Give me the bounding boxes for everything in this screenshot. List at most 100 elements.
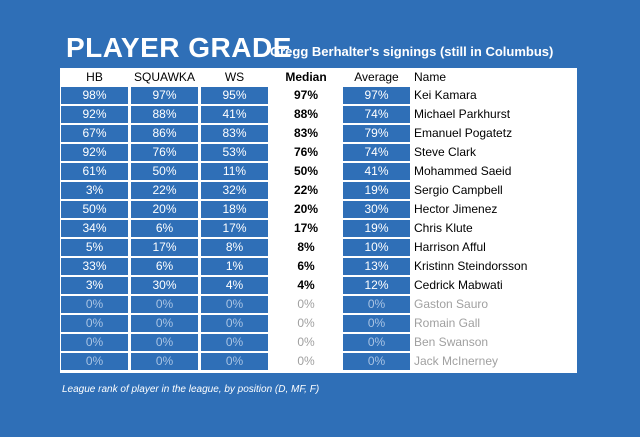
table-row: 50% 20% 18% 20% 30% Hector Jimenez	[60, 200, 577, 219]
squawka-cell: 6%	[131, 220, 198, 237]
player-name: Kei Kamara	[414, 88, 477, 102]
table-row: 34% 6% 17% 17% 19% Chris Klute	[60, 219, 577, 238]
player-name: Michael Parkhurst	[414, 107, 511, 121]
squawka-cell: 30%	[131, 277, 198, 294]
table-row: 0% 0% 0% 0% 0% Romain Gall	[60, 314, 577, 333]
hb-cell: 61%	[61, 163, 128, 180]
squawka-cell: 86%	[131, 125, 198, 142]
player-name: Steve Clark	[414, 145, 477, 159]
ws-cell: 0%	[201, 334, 268, 351]
ws-cell: 83%	[201, 125, 268, 142]
table-row: 98% 97% 95% 97% 97% Kei Kamara	[60, 86, 577, 105]
player-name: Mohammed Saeid	[414, 164, 512, 178]
player-name: Romain Gall	[414, 316, 481, 330]
average-cell: 10%	[343, 239, 410, 256]
hb-cell: 34%	[61, 220, 128, 237]
player-name: Emanuel Pogatetz	[414, 126, 513, 140]
hb-cell: 0%	[61, 334, 128, 351]
player-name: Ben Swanson	[414, 335, 489, 349]
table-row: 67% 86% 83% 83% 79% Emanuel Pogatetz	[60, 124, 577, 143]
average-cell: 79%	[343, 125, 410, 142]
squawka-cell: 20%	[131, 201, 198, 218]
median-cell: 0%	[297, 354, 315, 368]
player-name: Sergio Campbell	[414, 183, 503, 197]
squawka-cell: 6%	[131, 258, 198, 275]
hb-cell: 3%	[61, 277, 128, 294]
column-header-name: Name	[414, 70, 447, 84]
player-name: Jack McInerney	[414, 354, 499, 368]
table-row: 5% 17% 8% 8% 10% Harrison Afful	[60, 238, 577, 257]
column-header-average: Average	[354, 70, 399, 84]
column-header-median: Median	[285, 70, 327, 84]
ws-cell: 0%	[201, 315, 268, 332]
median-cell: 4%	[297, 278, 315, 292]
ws-cell: 17%	[201, 220, 268, 237]
player-grade-table: HB SQUAWKA WS Median Average Name 98% 97%…	[60, 68, 577, 373]
ws-cell: 0%	[201, 353, 268, 370]
ws-cell: 95%	[201, 87, 268, 104]
ws-cell: 4%	[201, 277, 268, 294]
median-cell: 20%	[293, 202, 319, 216]
median-cell: 50%	[293, 164, 319, 178]
average-cell: 74%	[343, 106, 410, 123]
ws-cell: 32%	[201, 182, 268, 199]
average-cell: 41%	[343, 163, 410, 180]
hb-cell: 0%	[61, 296, 128, 313]
table-row: 3% 30% 4% 4% 12% Cedrick Mabwati	[60, 276, 577, 295]
hb-cell: 50%	[61, 201, 128, 218]
hb-cell: 3%	[61, 182, 128, 199]
player-name: Hector Jimenez	[414, 202, 498, 216]
median-cell: 0%	[297, 316, 315, 330]
ws-cell: 1%	[201, 258, 268, 275]
squawka-cell: 0%	[131, 315, 198, 332]
average-cell: 19%	[343, 220, 410, 237]
average-cell: 0%	[343, 353, 410, 370]
column-header-ws: WS	[224, 70, 245, 84]
average-cell: 30%	[343, 201, 410, 218]
table-row: 0% 0% 0% 0% 0% Ben Swanson	[60, 333, 577, 352]
median-cell: 17%	[293, 221, 319, 235]
median-cell: 76%	[293, 145, 319, 159]
footnote: League rank of player in the league, by …	[62, 384, 320, 395]
column-header-squawka: SQUAWKA	[134, 70, 195, 84]
median-cell: 8%	[297, 240, 315, 254]
median-cell: 83%	[293, 126, 319, 140]
column-header-hb: HB	[86, 70, 103, 84]
hb-cell: 0%	[61, 315, 128, 332]
table-row: 92% 76% 53% 76% 74% Steve Clark	[60, 143, 577, 162]
average-cell: 74%	[343, 144, 410, 161]
squawka-cell: 88%	[131, 106, 198, 123]
ws-cell: 18%	[201, 201, 268, 218]
ws-cell: 11%	[201, 163, 268, 180]
squawka-cell: 0%	[131, 334, 198, 351]
squawka-cell: 0%	[131, 296, 198, 313]
hb-cell: 92%	[61, 144, 128, 161]
squawka-cell: 0%	[131, 353, 198, 370]
hb-cell: 67%	[61, 125, 128, 142]
average-cell: 12%	[343, 277, 410, 294]
median-cell: 0%	[297, 335, 315, 349]
page-title: PLAYER GRADE	[66, 32, 292, 63]
table-row: 3% 22% 32% 22% 19% Sergio Campbell	[60, 181, 577, 200]
table-row: 33% 6% 1% 6% 13% Kristinn Steindorsson	[60, 257, 577, 276]
median-cell: 88%	[293, 107, 319, 121]
squawka-cell: 50%	[131, 163, 198, 180]
player-name: Cedrick Mabwati	[414, 278, 503, 292]
table-body: 98% 97% 95% 97% 97% Kei Kamara 92% 88% 41% 88% 74%…	[60, 86, 577, 371]
table-row: 61% 50% 11% 50% 41% Mohammed Saeid	[60, 162, 577, 181]
ws-cell: 41%	[201, 106, 268, 123]
hb-cell: 92%	[61, 106, 128, 123]
hb-cell: 5%	[61, 239, 128, 256]
median-cell: 97%	[293, 88, 319, 102]
average-cell: 13%	[343, 258, 410, 275]
average-cell: 0%	[343, 296, 410, 313]
player-name: Harrison Afful	[414, 240, 486, 254]
average-cell: 0%	[343, 315, 410, 332]
hb-cell: 98%	[61, 87, 128, 104]
hb-cell: 0%	[61, 353, 128, 370]
average-cell: 0%	[343, 334, 410, 351]
squawka-cell: 97%	[131, 87, 198, 104]
squawka-cell: 76%	[131, 144, 198, 161]
player-name: Kristinn Steindorsson	[414, 259, 528, 273]
median-cell: 6%	[297, 259, 315, 273]
